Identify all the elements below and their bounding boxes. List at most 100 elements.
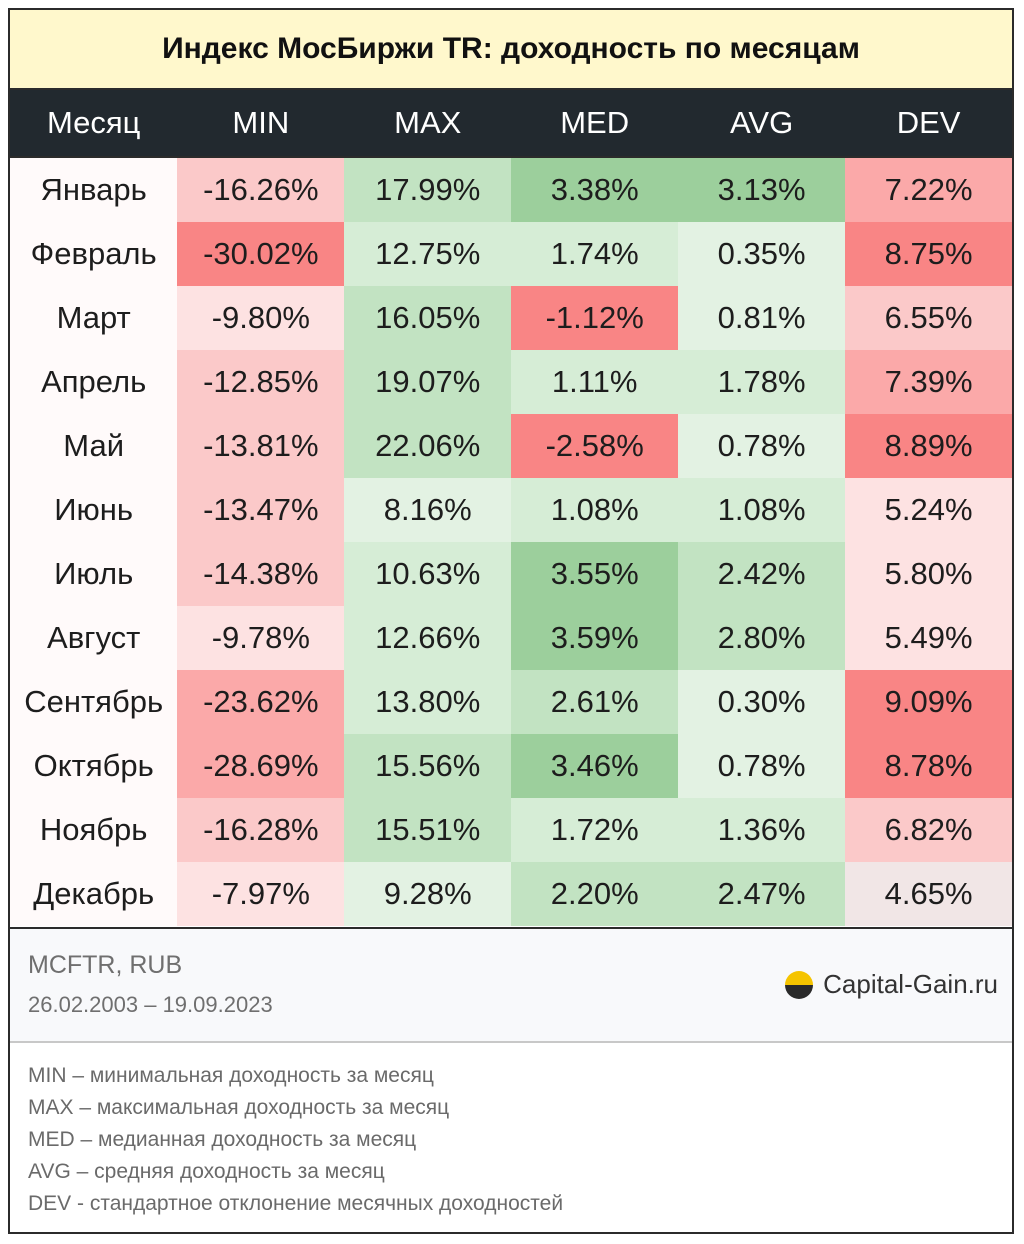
- value-cell: -1.12%: [511, 286, 679, 350]
- value-cell: 8.78%: [845, 734, 1012, 798]
- page-title: Индекс МосБиржи TR: доходность по месяца…: [162, 32, 860, 65]
- table-row: Июль -14.38% 10.63% 3.55% 2.42% 5.80%: [10, 542, 1012, 606]
- value-cell: 0.81%: [678, 286, 846, 350]
- value-cell: -30.02%: [177, 222, 345, 286]
- footer: MCFTR, RUB 26.02.2003 – 19.09.2023 Capit…: [10, 927, 1012, 1043]
- value-cell: 0.78%: [678, 734, 846, 798]
- value-cell: 6.55%: [845, 286, 1012, 350]
- value-cell: 15.51%: [344, 798, 512, 862]
- table-row: Август -9.78% 12.66% 3.59% 2.80% 5.49%: [10, 606, 1012, 670]
- value-cell: 1.08%: [511, 478, 679, 542]
- month-label: Ноябрь: [10, 798, 178, 862]
- value-cell: 9.28%: [344, 862, 512, 926]
- legend-item: MIN – минимальная доходность за месяц: [28, 1064, 434, 1087]
- value-cell: 5.49%: [845, 606, 1012, 670]
- table-row: Апрель -12.85% 19.07% 1.11% 1.78% 7.39%: [10, 350, 1012, 414]
- value-cell: 7.39%: [845, 350, 1012, 414]
- column-header: Месяц: [46, 105, 141, 140]
- value-cell: 22.06%: [344, 414, 512, 478]
- legend-item: DEV - стандартное отклонение месячных до…: [28, 1192, 564, 1215]
- value-cell: 17.99%: [344, 158, 512, 222]
- legend-item: AVG – средняя доходность за месяц: [28, 1160, 385, 1183]
- value-cell: -16.28%: [177, 798, 345, 862]
- value-cell: 1.78%: [678, 350, 846, 414]
- value-cell: 13.80%: [344, 670, 512, 734]
- table-body: Январь -16.26% 17.99% 3.38% 3.13% 7.22% Феврал…: [10, 158, 1012, 926]
- column-header: DEV: [896, 105, 961, 140]
- table-row: Июнь -13.47% 8.16% 1.08% 1.08% 5.24%: [10, 478, 1012, 542]
- month-label: Декабрь: [10, 862, 178, 926]
- value-cell: 2.80%: [678, 606, 846, 670]
- table-row: Ноябрь -16.28% 15.51% 1.72% 1.36% 6.82%: [10, 798, 1012, 862]
- value-cell: 3.13%: [678, 158, 846, 222]
- value-cell: 8.16%: [344, 478, 512, 542]
- table-row: Май -13.81% 22.06% -2.58% 0.78% 8.89%: [10, 414, 1012, 478]
- value-cell: 4.65%: [845, 862, 1012, 926]
- value-cell: 2.20%: [511, 862, 679, 926]
- value-cell: 8.89%: [845, 414, 1012, 478]
- value-cell: 6.82%: [845, 798, 1012, 862]
- legend-item: MED – медианная доходность за месяц: [28, 1128, 417, 1151]
- value-cell: 16.05%: [344, 286, 512, 350]
- month-label: Сентябрь: [10, 670, 178, 734]
- value-cell: 1.11%: [511, 350, 679, 414]
- value-cell: 12.75%: [344, 222, 512, 286]
- value-cell: -28.69%: [177, 734, 345, 798]
- month-label: Февраль: [10, 222, 178, 286]
- ticker-label: MCFTR, RUB: [28, 951, 183, 979]
- value-cell: 0.30%: [678, 670, 846, 734]
- month-label: Июль: [10, 542, 178, 606]
- table-header: Месяц MIN MAX MED AVG DEV: [10, 90, 1012, 158]
- value-cell: -9.78%: [177, 606, 345, 670]
- value-cell: 3.38%: [511, 158, 679, 222]
- month-label: Январь: [10, 158, 178, 222]
- table-row: Декабрь -7.97% 9.28% 2.20% 2.47% 4.65%: [10, 862, 1012, 926]
- table-row: Сентябрь -23.62% 13.80% 2.61% 0.30% 9.09%: [10, 670, 1012, 734]
- table-row: Февраль -30.02% 12.75% 1.74% 0.35% 8.75%: [10, 222, 1012, 286]
- month-label: Июнь: [10, 478, 178, 542]
- legend-item: MAX – максимальная доходность за месяц: [28, 1096, 450, 1119]
- month-label: Апрель: [10, 350, 178, 414]
- value-cell: -23.62%: [177, 670, 345, 734]
- value-cell: 1.72%: [511, 798, 679, 862]
- value-cell: 0.78%: [678, 414, 846, 478]
- month-label: Март: [10, 286, 178, 350]
- value-cell: 19.07%: [344, 350, 512, 414]
- value-cell: -12.85%: [177, 350, 345, 414]
- column-header: MED: [560, 105, 630, 140]
- table-row: Март -9.80% 16.05% -1.12% 0.81% 6.55%: [10, 286, 1012, 350]
- value-cell: -9.80%: [177, 286, 345, 350]
- month-label: Октябрь: [10, 734, 178, 798]
- value-cell: 1.74%: [511, 222, 679, 286]
- value-cell: 3.59%: [511, 606, 679, 670]
- value-cell: 7.22%: [845, 158, 1012, 222]
- brand-name: Capital-Gain.ru: [823, 969, 998, 999]
- column-header: AVG: [730, 105, 794, 140]
- table-frame: Индекс МосБиржи TR: доходность по месяца…: [8, 8, 1014, 1234]
- table-row: Январь -16.26% 17.99% 3.38% 3.13% 7.22%: [10, 158, 1012, 222]
- value-cell: 9.09%: [845, 670, 1012, 734]
- title-bar: Индекс МосБиржи TR: доходность по месяца…: [10, 10, 1012, 90]
- value-cell: 2.42%: [678, 542, 846, 606]
- value-cell: 3.55%: [511, 542, 679, 606]
- column-header: MIN: [232, 105, 290, 140]
- value-cell: -2.58%: [511, 414, 679, 478]
- brand-logo-icon: [785, 970, 814, 999]
- date-range: 26.02.2003 – 19.09.2023: [28, 992, 273, 1017]
- value-cell: 10.63%: [344, 542, 512, 606]
- value-cell: -16.26%: [177, 158, 345, 222]
- value-cell: 2.47%: [678, 862, 846, 926]
- column-header: MAX: [394, 105, 462, 140]
- value-cell: 2.61%: [511, 670, 679, 734]
- month-label: Май: [10, 414, 178, 478]
- value-cell: 1.08%: [678, 478, 846, 542]
- month-label: Август: [10, 606, 178, 670]
- value-cell: -7.97%: [177, 862, 345, 926]
- value-cell: 8.75%: [845, 222, 1012, 286]
- value-cell: -13.47%: [177, 478, 345, 542]
- value-cell: -14.38%: [177, 542, 345, 606]
- value-cell: -13.81%: [177, 414, 345, 478]
- value-cell: 3.46%: [511, 734, 679, 798]
- value-cell: 5.80%: [845, 542, 1012, 606]
- value-cell: 0.35%: [678, 222, 846, 286]
